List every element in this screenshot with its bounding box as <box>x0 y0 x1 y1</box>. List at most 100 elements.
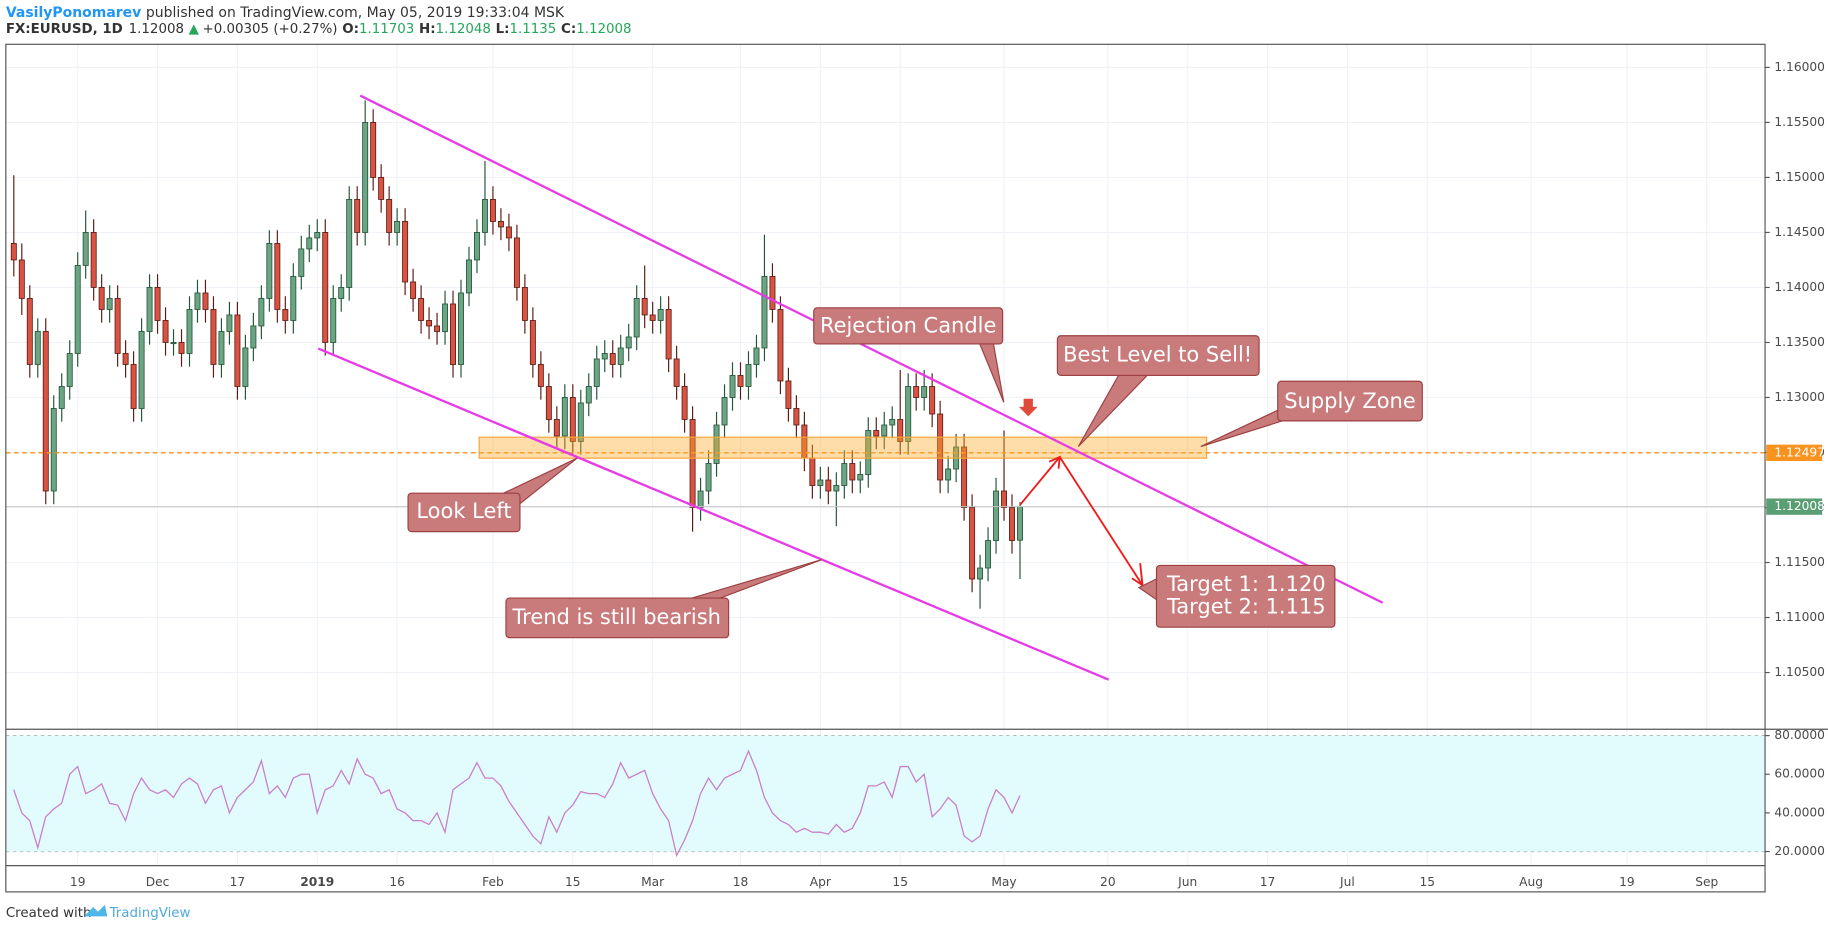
red-arrows <box>1019 455 1144 588</box>
candle-body <box>785 380 792 409</box>
candle-body <box>146 287 153 332</box>
candle-body <box>961 446 968 508</box>
marks <box>5 100 1766 858</box>
x-tick-label: 16 <box>389 875 405 889</box>
candle-body <box>665 309 672 360</box>
ohlc-value: 1.12008 <box>576 22 631 37</box>
candle-body <box>649 314 656 321</box>
ohlc-letter: L: <box>496 22 510 37</box>
supply-zone <box>478 436 1208 459</box>
y-tick-label: 60.0000 <box>1774 767 1825 781</box>
y-tick-label: 1.15000 <box>1774 170 1825 184</box>
brand-logo <box>83 904 108 917</box>
candle-body <box>737 375 744 387</box>
candle-body <box>442 303 449 332</box>
candle-body <box>354 199 361 233</box>
candle-body <box>617 347 624 365</box>
candle-body <box>601 353 608 360</box>
rsi-band <box>5 735 1766 852</box>
brand[interactable]: TradingView <box>109 906 191 921</box>
candle-body <box>721 397 728 426</box>
x-tick-label: 17 <box>230 875 246 889</box>
candle-body <box>186 309 193 354</box>
candle-body <box>394 221 401 233</box>
candle-body <box>729 375 736 398</box>
candle-body <box>817 479 824 486</box>
y-tick-label: 1.11000 <box>1774 610 1825 624</box>
candle-body <box>330 298 337 343</box>
candle-body <box>42 331 49 492</box>
candle-body <box>993 490 1000 541</box>
x-tick-label: Apr <box>810 875 832 889</box>
candle-body <box>202 292 209 310</box>
candle-body <box>274 243 281 310</box>
x-tick-label: 2019 <box>300 875 334 889</box>
callout-text: Rejection Candle <box>820 313 996 337</box>
y-tick-label: 80.0000 <box>1774 728 1825 742</box>
candle-body <box>210 309 217 365</box>
candle-body <box>857 474 864 481</box>
y-tick-label: 1.15500 <box>1774 115 1825 129</box>
x-tick-label: May <box>991 875 1016 889</box>
rsi-line <box>13 749 1021 858</box>
author: VasilyPonomarev <box>6 5 141 21</box>
y-tick-label: 1.13500 <box>1774 335 1825 349</box>
candle-body <box>26 298 33 365</box>
candle-body <box>585 386 592 404</box>
arrow-up <box>1019 456 1061 506</box>
last-price-box <box>1766 498 1823 515</box>
candle-body <box>513 237 520 288</box>
callout-text: Look Left <box>416 499 511 523</box>
candle-body <box>194 292 201 310</box>
ohlc-letter: H: <box>419 22 436 37</box>
candle-body <box>761 276 768 349</box>
level-label: 1.12497 <box>1774 445 1825 459</box>
candle-body <box>945 468 952 481</box>
candle-body <box>250 325 257 349</box>
candle-body <box>82 232 89 266</box>
candle-body <box>769 276 776 310</box>
pane-frame <box>5 43 1766 893</box>
candle-body <box>130 364 137 409</box>
y-tick-label: 40.0000 <box>1774 805 1825 819</box>
candle-body <box>282 309 289 321</box>
candle-body <box>609 353 616 365</box>
x-tick-label: Jun <box>1177 875 1197 889</box>
candle-body <box>34 331 41 365</box>
candle-body <box>641 298 648 316</box>
candle-body <box>745 364 752 387</box>
callout-box <box>1277 380 1423 422</box>
y-tick-label: 1.14000 <box>1774 280 1825 294</box>
candle-body <box>138 331 145 409</box>
candle-body <box>178 342 185 354</box>
candle-body <box>545 386 552 420</box>
candle-body <box>90 232 97 288</box>
candle-body <box>841 463 848 486</box>
candle-body <box>474 232 480 261</box>
candle-body <box>929 386 936 415</box>
candle-body <box>985 540 992 569</box>
candle-body <box>793 408 800 426</box>
legend-line: FX:EURUSD, 1D 1.12008 ▲ +0.00305 (+0.27%) O:… <box>6 22 632 37</box>
candle-body <box>689 419 696 508</box>
candle-body <box>553 419 560 437</box>
candle-body <box>378 177 385 200</box>
candle-body <box>466 259 472 294</box>
candle-body <box>402 221 409 283</box>
candle-body <box>266 243 273 299</box>
candle-body <box>881 424 888 437</box>
last-price-label: 1.12008 <box>1774 499 1825 513</box>
candle-body <box>897 419 904 442</box>
x-tick-label: 17 <box>1260 875 1276 889</box>
candle-body <box>122 353 129 365</box>
callout-text: Trend is still bearish <box>511 605 720 629</box>
callout-box <box>407 492 521 533</box>
candle-body <box>346 199 353 288</box>
last-price: 1.12008 <box>129 22 184 37</box>
candle-body <box>633 298 640 338</box>
ohlc-value: 1.1135 <box>509 22 556 37</box>
candle-body <box>969 507 976 580</box>
x-tick-label: Sep <box>1695 875 1718 889</box>
level-label-box <box>1766 444 1823 461</box>
candle-body <box>825 479 832 492</box>
